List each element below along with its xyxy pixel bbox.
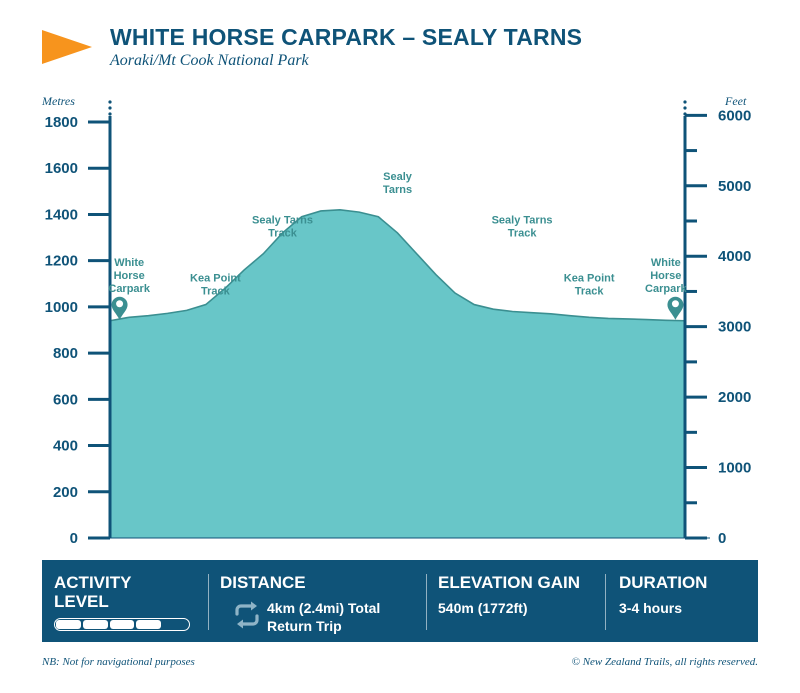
y-tick-label: 1600 <box>45 160 78 177</box>
copyright-notice: © New Zealand Trails, all rights reserve… <box>571 656 758 668</box>
annotation-label: Sealy Tarns Track <box>252 215 313 240</box>
flag-icon <box>42 30 92 64</box>
y-tick-label: 1400 <box>45 206 78 223</box>
feet-tick-label: 5000 <box>718 178 751 195</box>
axis-dot <box>108 100 112 104</box>
annotation-label: White Horse Carpark <box>108 257 150 295</box>
distance-value-line1: 4km (2.4mi) Total <box>267 600 381 616</box>
duration-value: 3-4 hours <box>619 600 683 616</box>
activity-level-segment <box>163 620 188 629</box>
activity-level-heading-line2: LEVEL <box>54 592 109 611</box>
map-pin-icon <box>667 296 684 320</box>
loop-arrows-icon <box>235 601 259 629</box>
elevation-gain-value: 540m (1772ft) <box>438 600 528 616</box>
y-tick-label: 600 <box>53 391 78 408</box>
y-tick-label: 400 <box>53 438 78 455</box>
divider <box>605 574 606 630</box>
y-tick-label: 200 <box>53 484 78 501</box>
y-tick-label: 800 <box>53 345 78 362</box>
activity-level-segment <box>82 620 108 629</box>
feet-tick-label: 1000 <box>718 460 751 477</box>
activity-level-heading: ACTIVITY LEVEL <box>54 573 131 611</box>
axis-dot <box>108 112 112 116</box>
navigation-disclaimer: NB: Not for navigational purposes <box>42 656 195 668</box>
activity-level-segment <box>56 620 81 629</box>
activity-level-segment <box>136 620 162 629</box>
y-tick-label: 1800 <box>45 114 78 131</box>
info-bar: ACTIVITY LEVEL DISTANCE 4km (2.4mi) Tota… <box>42 560 758 642</box>
annotation-label: Kea Point Track <box>564 273 615 298</box>
axis-dot <box>108 106 112 110</box>
y-tick-label: 1000 <box>45 299 78 316</box>
axis-dot <box>683 100 687 104</box>
elevation-profile-line <box>109 209 686 322</box>
annotation-label: White Horse Carpark <box>645 257 687 295</box>
header: WHITE HORSE CARPARK – SEALY TARNS Aoraki… <box>0 0 800 80</box>
activity-level-meter <box>54 618 190 631</box>
y-axis-label-metres: Metres <box>41 94 75 108</box>
elevation-area <box>110 209 685 539</box>
divider <box>426 574 427 630</box>
map-pin-icon <box>111 296 128 320</box>
feet-tick-label: 0 <box>718 530 726 547</box>
activity-level-section: ACTIVITY LEVEL <box>42 560 202 642</box>
distance-heading: DISTANCE <box>220 573 306 592</box>
elevation-chart: 0 200 400 600 800 1000 1200 1400 1600 1800 Metres 0… <box>41 94 751 547</box>
axis-dot <box>683 106 687 110</box>
annotation-label: Kea Point Track <box>190 273 241 298</box>
annotation-label: Sealy Tarns <box>383 171 413 196</box>
distance-value-line2: Return Trip <box>267 618 342 634</box>
feet-tick-label: 6000 <box>718 107 751 124</box>
duration-heading: DURATION <box>619 573 708 592</box>
y-tick-label: 0 <box>70 530 78 547</box>
elevation-gain-heading: ELEVATION GAIN <box>438 573 580 592</box>
annotation-label: Sealy Tarns Track <box>492 215 553 240</box>
y-tick-label: 1200 <box>45 253 78 270</box>
distance-section: DISTANCE 4km (2.4mi) Total Return Trip <box>220 560 420 642</box>
divider <box>208 574 209 630</box>
page-title: WHITE HORSE CARPARK – SEALY TARNS <box>110 24 583 50</box>
activity-level-heading-line1: ACTIVITY <box>54 573 132 592</box>
feet-tick-label: 2000 <box>718 389 751 406</box>
activity-level-segment <box>109 620 135 629</box>
page-subtitle: Aoraki/Mt Cook National Park <box>110 52 309 69</box>
feet-tick-label: 4000 <box>718 248 751 265</box>
feet-tick-label: 3000 <box>718 319 751 336</box>
duration-section: DURATION 3-4 hours <box>619 560 749 642</box>
elevation-gain-section: ELEVATION GAIN 540m (1772ft) <box>438 560 608 642</box>
y-axis-label-feet: Feet <box>724 94 747 108</box>
distance-value: 4km (2.4mi) Total Return Trip <box>267 599 380 635</box>
